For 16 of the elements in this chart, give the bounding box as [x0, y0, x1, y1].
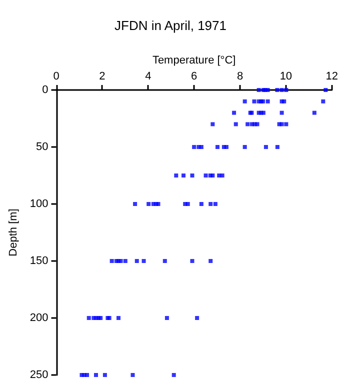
y-tick-label: 50 [36, 141, 48, 153]
y-tick-label: 250 [30, 369, 48, 381]
y-tick-label: 0 [42, 84, 48, 96]
x-tick-label: 2 [99, 70, 106, 82]
x-tick-label: 10 [280, 70, 292, 82]
y-tick-label: 100 [30, 198, 48, 210]
y-axis-title: Depth [m] [8, 208, 20, 256]
y-tick-label: 150 [30, 255, 48, 267]
x-tick-label: 12 [326, 70, 338, 82]
chart-title: JFDN in April, 1971 [114, 18, 226, 33]
x-axis-title: Temperature [°C] [152, 54, 236, 67]
y-tick-label: 200 [30, 312, 48, 324]
x-tick-label: 0 [53, 70, 60, 82]
x-tick-label: 6 [191, 70, 198, 82]
x-tick-label: 8 [236, 70, 244, 82]
x-tick-label: 4 [145, 70, 152, 82]
